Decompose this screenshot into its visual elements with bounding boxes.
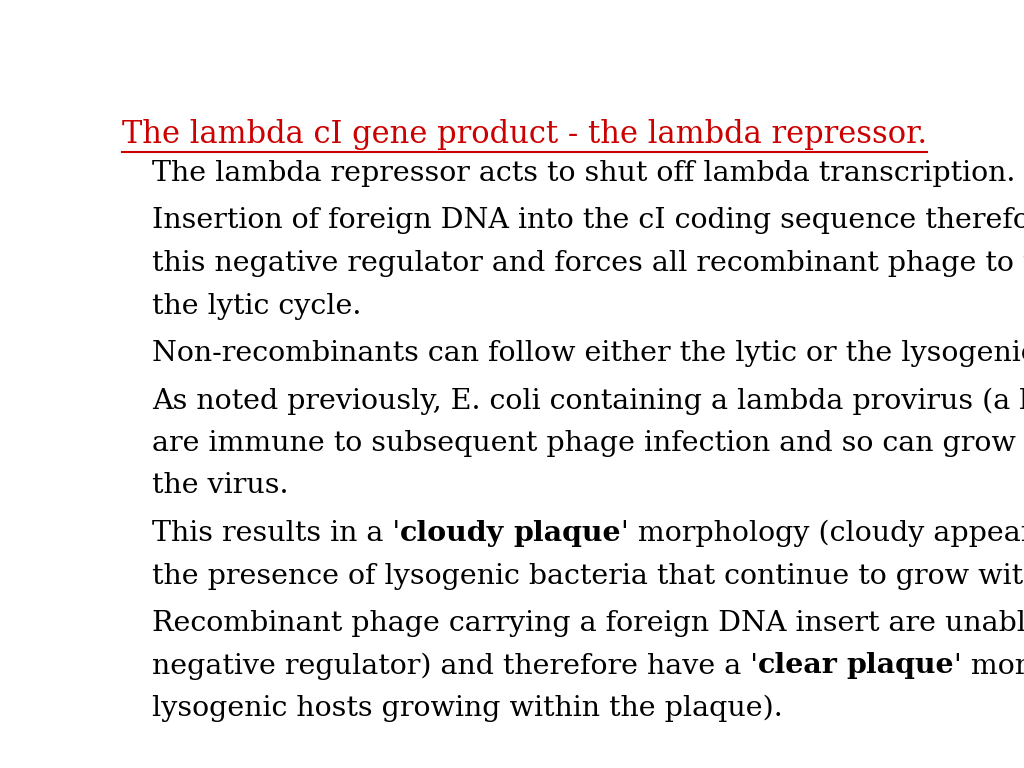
Text: Recombinant phage carrying a foreign DNA insert are unable to lysogenize (no: Recombinant phage carrying a foreign DNA…: [152, 610, 1024, 637]
Text: ' morphology (no: ' morphology (no: [954, 652, 1024, 680]
Text: The lambda cI gene product - the lambda repressor.: The lambda cI gene product - the lambda …: [122, 119, 928, 150]
Text: plaque: plaque: [513, 520, 621, 547]
Text: ' morphology (cloudy appearance is due to: ' morphology (cloudy appearance is due t…: [621, 520, 1024, 547]
Text: The lambda repressor acts to shut off lambda transcription.: The lambda repressor acts to shut off la…: [152, 161, 1015, 187]
Text: the lytic cycle.: the lytic cycle.: [152, 293, 361, 319]
Text: lysogenic hosts growing within the plaque).: lysogenic hosts growing within the plaqu…: [152, 695, 782, 722]
Text: plaque: plaque: [847, 652, 954, 679]
Text: Insertion of foreign DNA into the cI coding sequence therefore inactivates: Insertion of foreign DNA into the cI cod…: [152, 207, 1024, 234]
Text: cloudy: cloudy: [400, 520, 504, 547]
Text: negative regulator) and therefore have a ': negative regulator) and therefore have a…: [152, 652, 758, 680]
Text: clear: clear: [758, 652, 838, 679]
Text: the presence of lysogenic bacteria that continue to grow within the plaque).: the presence of lysogenic bacteria that …: [152, 562, 1024, 590]
Text: the virus.: the virus.: [152, 472, 289, 499]
Text: this negative regulator and forces all recombinant phage to replicate via: this negative regulator and forces all r…: [152, 250, 1024, 277]
Text: are immune to subsequent phage infection and so can grow in the presence of: are immune to subsequent phage infection…: [152, 430, 1024, 457]
Text: Non-recombinants can follow either the lytic or the lysogenic pathway.: Non-recombinants can follow either the l…: [152, 340, 1024, 367]
Text: This results in a ': This results in a ': [152, 520, 400, 547]
Text: As noted previously, E. coli containing a lambda provirus (a lambda lysogen): As noted previously, E. coli containing …: [152, 387, 1024, 415]
